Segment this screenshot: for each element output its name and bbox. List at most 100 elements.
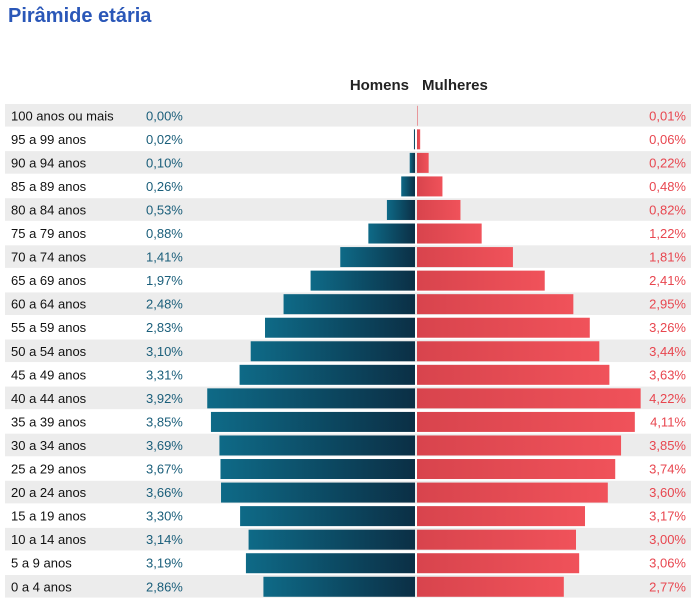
women-percent-label: 3,17% [649,509,686,524]
bar-women [417,388,641,409]
women-percent-label: 3,63% [649,367,686,382]
bar-women [417,341,600,362]
age-group-label: 55 a 59 anos [11,320,87,335]
age-group-label: 85 a 89 anos [11,179,87,194]
age-group-label: 50 a 54 anos [11,344,87,359]
bar-men [220,459,415,480]
age-group-label: 60 a 64 anos [11,297,87,312]
bar-men [245,553,415,574]
bar-men [265,317,415,338]
men-percent-label: 3,19% [146,556,183,571]
age-group-label: 70 a 74 anos [11,250,87,265]
age-group-label: 65 a 69 anos [11,273,87,288]
bar-women [417,152,429,173]
women-percent-label: 4,11% [650,414,686,429]
bar-women [417,506,586,527]
bar-women [417,129,421,150]
bar-men [221,482,415,503]
age-group-label: 95 a 99 anos [11,132,87,147]
men-percent-label: 3,14% [146,532,183,547]
men-percent-label: 2,83% [146,320,183,335]
bar-women [417,411,635,432]
men-percent-label: 1,97% [146,273,183,288]
women-percent-label: 3,44% [649,344,686,359]
men-percent-label: 0,53% [146,202,183,217]
women-percent-label: 1,22% [649,226,686,241]
men-percent-label: 3,66% [146,485,183,500]
bar-men [283,294,415,315]
bar-men [413,129,415,150]
bar-women [417,459,616,480]
men-percent-label: 0,02% [146,132,183,147]
age-group-label: 80 a 84 anos [11,202,87,217]
bar-women [417,364,610,385]
bar-men [239,364,415,385]
women-percent-label: 0,06% [649,132,686,147]
bar-men [219,435,415,456]
women-percent-label: 3,74% [649,462,686,477]
bar-women [417,247,513,268]
bar-women [417,317,590,338]
bar-men [207,388,415,409]
bar-women [417,176,443,197]
bar-men [250,341,415,362]
women-percent-label: 0,01% [649,108,686,123]
men-percent-label: 3,92% [146,391,183,406]
women-percent-label: 2,77% [649,579,686,594]
bar-women [417,270,545,291]
bar-women [417,223,482,244]
age-group-label: 90 a 94 anos [11,155,87,170]
men-percent-label: 3,10% [146,344,183,359]
men-percent-label: 3,31% [146,367,183,382]
men-percent-label: 0,88% [146,226,183,241]
bar-women [417,553,580,574]
chart-title: Pirâmide etária [8,5,152,27]
age-group-label: 45 a 49 anos [11,367,87,382]
bar-women [417,435,622,456]
age-group-label: 100 anos ou mais [11,108,114,123]
bar-men [340,247,415,268]
bar-women [417,199,461,220]
bar-men [263,576,415,597]
men-percent-label: 0,10% [146,155,183,170]
bar-women [417,294,574,315]
bar-men [240,506,415,527]
bar-men [248,529,415,550]
women-percent-label: 3,06% [649,556,686,571]
row-stripe [5,198,691,221]
bar-men [386,199,415,220]
women-percent-label: 2,41% [649,273,686,288]
bar-women [417,576,564,597]
bar-men [401,176,415,197]
bar-men [310,270,415,291]
men-percent-label: 0,26% [146,179,183,194]
men-percent-label: 0,00% [146,108,183,123]
age-group-label: 25 a 29 anos [11,462,87,477]
men-percent-label: 3,67% [146,462,183,477]
women-percent-label: 0,48% [649,179,686,194]
men-percent-label: 3,69% [146,438,183,453]
bar-men [210,411,415,432]
bar-women [417,105,418,126]
age-group-label: 20 a 24 anos [11,485,87,500]
age-group-label: 35 a 39 anos [11,414,87,429]
age-group-label: 40 a 44 anos [11,391,87,406]
age-group-label: 10 a 14 anos [11,532,87,547]
bar-women [417,482,608,503]
men-percent-label: 3,85% [146,414,183,429]
women-percent-label: 3,60% [649,485,686,500]
age-group-label: 0 a 4 anos [11,579,72,594]
women-percent-label: 0,82% [649,202,686,217]
women-percent-label: 4,22% [649,391,686,406]
legend-men: Homens [349,77,409,94]
women-percent-label: 3,85% [649,438,686,453]
women-percent-label: 0,22% [649,155,686,170]
row-stripe [5,151,691,174]
legend-women: Mulheres [422,77,488,94]
women-percent-label: 3,00% [649,532,686,547]
row-stripe [5,104,691,127]
men-percent-label: 3,30% [146,509,183,524]
women-percent-label: 3,26% [649,320,686,335]
age-group-label: 15 a 19 anos [11,509,87,524]
